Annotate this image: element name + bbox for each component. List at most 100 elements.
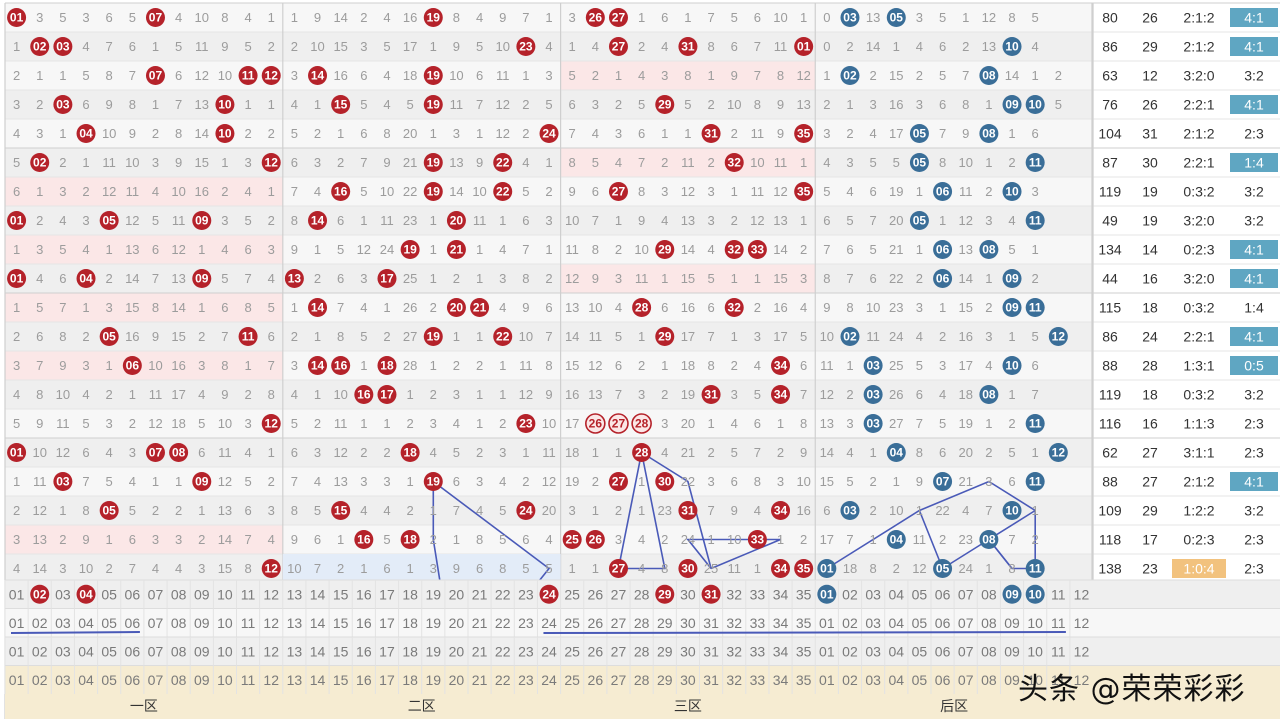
miss-count: 9 (106, 97, 113, 112)
ball-number: 19 (427, 330, 441, 344)
front-ball (423, 95, 443, 114)
miss-count: 2 (777, 445, 784, 460)
miss-count: 3 (985, 213, 992, 228)
miss-count: 1 (985, 561, 992, 576)
selector-number: 08 (981, 643, 997, 659)
row-tint (560, 61, 816, 90)
selector-number: 12 (1074, 643, 1090, 659)
stat-value: 119 (1099, 184, 1122, 200)
miss-count: 2 (314, 126, 321, 141)
trend-connector (918, 510, 1013, 570)
miss-count: 4 (916, 329, 923, 344)
miss-count: 9 (731, 68, 738, 83)
miss-count: 1 (13, 474, 20, 489)
miss-count: 4 (545, 532, 552, 547)
selector-number: 03 (55, 586, 71, 602)
front-ball (7, 269, 27, 288)
miss-count: 2 (615, 242, 622, 257)
miss-count: 3 (152, 532, 159, 547)
selector-number: 26 (588, 672, 604, 688)
miss-count: 2 (360, 10, 367, 25)
ratio-badge (1230, 37, 1278, 56)
back-ball (909, 211, 929, 230)
miss-count: 8 (661, 561, 668, 576)
miss-count: 3 (13, 97, 20, 112)
ball-number: 27 (612, 40, 626, 54)
miss-count: 7 (569, 126, 576, 141)
miss-count: 6 (939, 445, 946, 460)
selector-number: 01 (9, 643, 25, 659)
miss-count: 14 (820, 445, 834, 460)
front-ball (400, 443, 420, 462)
miss-count: 6 (82, 97, 89, 112)
miss-count: 2 (106, 387, 113, 402)
stat-value: 31 (1142, 126, 1158, 142)
miss-count: 12 (565, 271, 579, 286)
miss-count: 3 (916, 97, 923, 112)
miss-count: 8 (244, 561, 251, 576)
miss-count: 8 (1008, 561, 1015, 576)
front-ball (632, 443, 652, 462)
back-ball (1002, 501, 1022, 520)
miss-count: 3 (268, 503, 275, 518)
miss-count: 1 (476, 242, 483, 257)
back-ball (863, 385, 883, 404)
miss-count: 5 (244, 39, 251, 54)
back-ball (1002, 269, 1022, 288)
miss-count: 5 (592, 155, 599, 170)
ratio-badge (1230, 327, 1278, 346)
miss-count: 9 (383, 155, 390, 170)
miss-count: 1 (244, 358, 251, 373)
front-ball (423, 66, 443, 85)
miss-count: 13 (866, 10, 880, 25)
ball-number: 19 (427, 475, 441, 489)
miss-count: 16 (403, 10, 417, 25)
miss-count: 1 (684, 126, 691, 141)
selector-number: 18 (402, 586, 418, 602)
miss-count: 4 (476, 503, 483, 518)
miss-count: 12 (495, 126, 509, 141)
miss-count: 1 (638, 329, 645, 344)
selector-number: 25 (564, 643, 580, 659)
miss-count: 5 (522, 561, 529, 576)
miss-count: 12 (333, 445, 347, 460)
front-ball (377, 356, 397, 375)
miss-count: 5 (870, 155, 877, 170)
ball-number: 22 (496, 185, 510, 199)
miss-count: 8 (707, 358, 714, 373)
stat-value: 104 (1098, 126, 1122, 142)
miss-count: 5 (476, 39, 483, 54)
miss-count: 3 (59, 184, 66, 199)
front-ball (516, 501, 536, 520)
miss-count: 8 (129, 97, 136, 112)
ball-number: 08 (172, 446, 186, 460)
stat-value: 17 (1142, 532, 1158, 548)
ball-number: 09 (195, 214, 209, 228)
miss-count: 5 (175, 39, 182, 54)
ball-number: 04 (79, 272, 93, 286)
front-ball (794, 124, 814, 143)
miss-count: 4 (13, 387, 20, 402)
miss-count: 3 (13, 358, 20, 373)
miss-count: 9 (453, 561, 460, 576)
miss-count: 2 (268, 213, 275, 228)
miss-count: 1 (291, 10, 298, 25)
row-tint (5, 177, 283, 206)
back-ball (979, 385, 999, 404)
miss-count: 24 (958, 561, 972, 576)
ball-number: 01 (10, 446, 24, 460)
miss-count: 2 (106, 271, 113, 286)
miss-count: 7 (244, 271, 251, 286)
miss-count: 5 (360, 329, 367, 344)
miss-count: 14 (1005, 68, 1019, 83)
miss-count: 7 (545, 329, 552, 344)
stat-value: 2:3 (1244, 416, 1264, 432)
ball-number: 16 (334, 185, 348, 199)
miss-count: 1 (661, 271, 668, 286)
front-ball (423, 182, 443, 201)
ball-number: 16 (334, 359, 348, 373)
miss-count: 22 (681, 474, 695, 489)
miss-count: 23 (403, 213, 417, 228)
selector-number: 03 (865, 615, 881, 631)
ball-number: 10 (1005, 40, 1019, 54)
